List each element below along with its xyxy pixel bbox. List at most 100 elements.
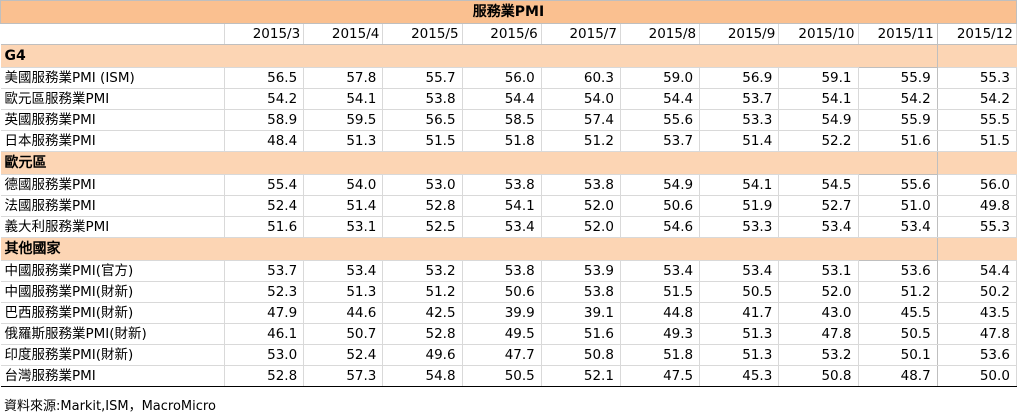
section-fill-cell[interactable] bbox=[937, 151, 1017, 175]
row-label-cell[interactable]: 英國服務業PMI bbox=[0, 109, 225, 131]
value-cell[interactable]: 51.3 bbox=[303, 130, 384, 152]
value-cell[interactable]: 41.7 bbox=[699, 302, 780, 324]
value-cell[interactable]: 52.8 bbox=[224, 365, 305, 387]
value-cell[interactable]: 43.0 bbox=[778, 302, 859, 324]
value-cell[interactable]: 51.9 bbox=[699, 195, 780, 217]
value-cell[interactable]: 54.0 bbox=[303, 174, 384, 196]
header-cell-period[interactable]: 2015/8 bbox=[620, 23, 701, 45]
header-cell-period[interactable]: 2015/11 bbox=[857, 23, 938, 45]
value-cell[interactable]: 55.7 bbox=[382, 67, 463, 89]
value-cell[interactable]: 53.4 bbox=[857, 216, 938, 238]
section-fill-cell[interactable] bbox=[699, 44, 780, 68]
value-cell[interactable]: 53.8 bbox=[541, 281, 621, 303]
value-cell[interactable]: 52.4 bbox=[303, 344, 384, 366]
value-cell[interactable]: 42.5 bbox=[382, 302, 463, 324]
value-cell[interactable]: 53.6 bbox=[857, 260, 938, 282]
value-cell[interactable]: 55.6 bbox=[857, 174, 938, 196]
value-cell[interactable]: 52.0 bbox=[778, 281, 859, 303]
value-cell[interactable]: 52.2 bbox=[778, 130, 859, 152]
value-cell[interactable]: 54.5 bbox=[778, 174, 859, 196]
section-fill-cell[interactable] bbox=[778, 151, 859, 175]
value-cell[interactable]: 53.2 bbox=[382, 260, 463, 282]
value-cell[interactable]: 44.6 bbox=[303, 302, 384, 324]
row-label-cell[interactable]: 德國服務業PMI bbox=[0, 174, 225, 196]
header-corner-cell[interactable] bbox=[0, 23, 225, 45]
value-cell[interactable]: 50.5 bbox=[699, 281, 780, 303]
value-cell[interactable]: 50.8 bbox=[541, 344, 621, 366]
header-cell-period[interactable]: 2015/5 bbox=[382, 23, 463, 45]
value-cell[interactable]: 53.7 bbox=[224, 260, 305, 282]
value-cell[interactable]: 50.0 bbox=[937, 365, 1017, 387]
header-cell-period[interactable]: 2015/4 bbox=[303, 23, 384, 45]
value-cell[interactable]: 54.2 bbox=[937, 88, 1017, 110]
section-fill-cell[interactable] bbox=[224, 44, 305, 68]
value-cell[interactable]: 52.1 bbox=[541, 365, 621, 387]
section-fill-cell[interactable] bbox=[857, 151, 938, 175]
value-cell[interactable]: 54.9 bbox=[778, 109, 859, 131]
value-cell[interactable]: 57.4 bbox=[541, 109, 621, 131]
value-cell[interactable]: 51.5 bbox=[620, 281, 701, 303]
section-fill-cell[interactable] bbox=[778, 237, 859, 261]
value-cell[interactable]: 39.1 bbox=[541, 302, 621, 324]
value-cell[interactable]: 54.9 bbox=[620, 174, 701, 196]
value-cell[interactable]: 59.1 bbox=[778, 67, 859, 89]
value-cell[interactable]: 53.4 bbox=[778, 216, 859, 238]
value-cell[interactable]: 51.6 bbox=[541, 323, 621, 345]
section-title[interactable]: G4 bbox=[0, 44, 225, 68]
value-cell[interactable]: 51.6 bbox=[857, 130, 938, 152]
value-cell[interactable]: 53.1 bbox=[778, 260, 859, 282]
header-cell-period[interactable]: 2015/3 bbox=[224, 23, 305, 45]
value-cell[interactable]: 57.3 bbox=[303, 365, 384, 387]
value-cell[interactable]: 51.4 bbox=[303, 195, 384, 217]
value-cell[interactable]: 55.9 bbox=[857, 67, 938, 89]
value-cell[interactable]: 59.0 bbox=[620, 67, 701, 89]
value-cell[interactable]: 47.9 bbox=[224, 302, 305, 324]
value-cell[interactable]: 53.8 bbox=[541, 174, 621, 196]
value-cell[interactable]: 50.5 bbox=[462, 365, 542, 387]
header-cell-period[interactable]: 2015/6 bbox=[462, 23, 542, 45]
section-fill-cell[interactable] bbox=[224, 237, 305, 261]
value-cell[interactable]: 54.0 bbox=[541, 88, 621, 110]
value-cell[interactable]: 50.6 bbox=[462, 281, 542, 303]
value-cell[interactable]: 52.0 bbox=[541, 195, 621, 217]
row-label-cell[interactable]: 中國服務業PMI(財新) bbox=[0, 281, 225, 303]
row-label-cell[interactable]: 中國服務業PMI(官方) bbox=[0, 260, 225, 282]
section-fill-cell[interactable] bbox=[303, 44, 384, 68]
value-cell[interactable]: 50.6 bbox=[620, 195, 701, 217]
header-cell-period[interactable]: 2015/7 bbox=[541, 23, 621, 45]
row-label-cell[interactable]: 義大利服務業PMI bbox=[0, 216, 225, 238]
value-cell[interactable]: 49.8 bbox=[937, 195, 1017, 217]
value-cell[interactable]: 53.4 bbox=[462, 216, 542, 238]
value-cell[interactable]: 59.5 bbox=[303, 109, 384, 131]
value-cell[interactable]: 53.8 bbox=[462, 174, 542, 196]
value-cell[interactable]: 51.3 bbox=[699, 344, 780, 366]
section-fill-cell[interactable] bbox=[937, 44, 1017, 68]
value-cell[interactable]: 56.0 bbox=[462, 67, 542, 89]
section-fill-cell[interactable] bbox=[620, 44, 701, 68]
value-cell[interactable]: 53.4 bbox=[620, 260, 701, 282]
value-cell[interactable]: 53.8 bbox=[462, 260, 542, 282]
value-cell[interactable]: 51.4 bbox=[699, 130, 780, 152]
value-cell[interactable]: 47.8 bbox=[937, 323, 1017, 345]
row-label-cell[interactable]: 法國服務業PMI bbox=[0, 195, 225, 217]
section-fill-cell[interactable] bbox=[541, 237, 621, 261]
section-fill-cell[interactable] bbox=[778, 44, 859, 68]
value-cell[interactable]: 58.5 bbox=[462, 109, 542, 131]
value-cell[interactable]: 51.2 bbox=[382, 281, 463, 303]
value-cell[interactable]: 56.5 bbox=[382, 109, 463, 131]
section-title[interactable]: 歐元區 bbox=[0, 151, 225, 175]
value-cell[interactable]: 46.1 bbox=[224, 323, 305, 345]
row-label-cell[interactable]: 台灣服務業PMI bbox=[0, 365, 225, 387]
value-cell[interactable]: 60.3 bbox=[541, 67, 621, 89]
value-cell[interactable]: 54.8 bbox=[382, 365, 463, 387]
section-fill-cell[interactable] bbox=[303, 237, 384, 261]
value-cell[interactable]: 53.9 bbox=[541, 260, 621, 282]
value-cell[interactable]: 55.3 bbox=[937, 67, 1017, 89]
row-label-cell[interactable]: 俄羅斯服務業PMI(財新) bbox=[0, 323, 225, 345]
value-cell[interactable]: 51.2 bbox=[541, 130, 621, 152]
value-cell[interactable]: 51.5 bbox=[937, 130, 1017, 152]
value-cell[interactable]: 51.6 bbox=[224, 216, 305, 238]
value-cell[interactable]: 44.8 bbox=[620, 302, 701, 324]
value-cell[interactable]: 39.9 bbox=[462, 302, 542, 324]
row-label-cell[interactable]: 美國服務業PMI (ISM) bbox=[0, 67, 225, 89]
